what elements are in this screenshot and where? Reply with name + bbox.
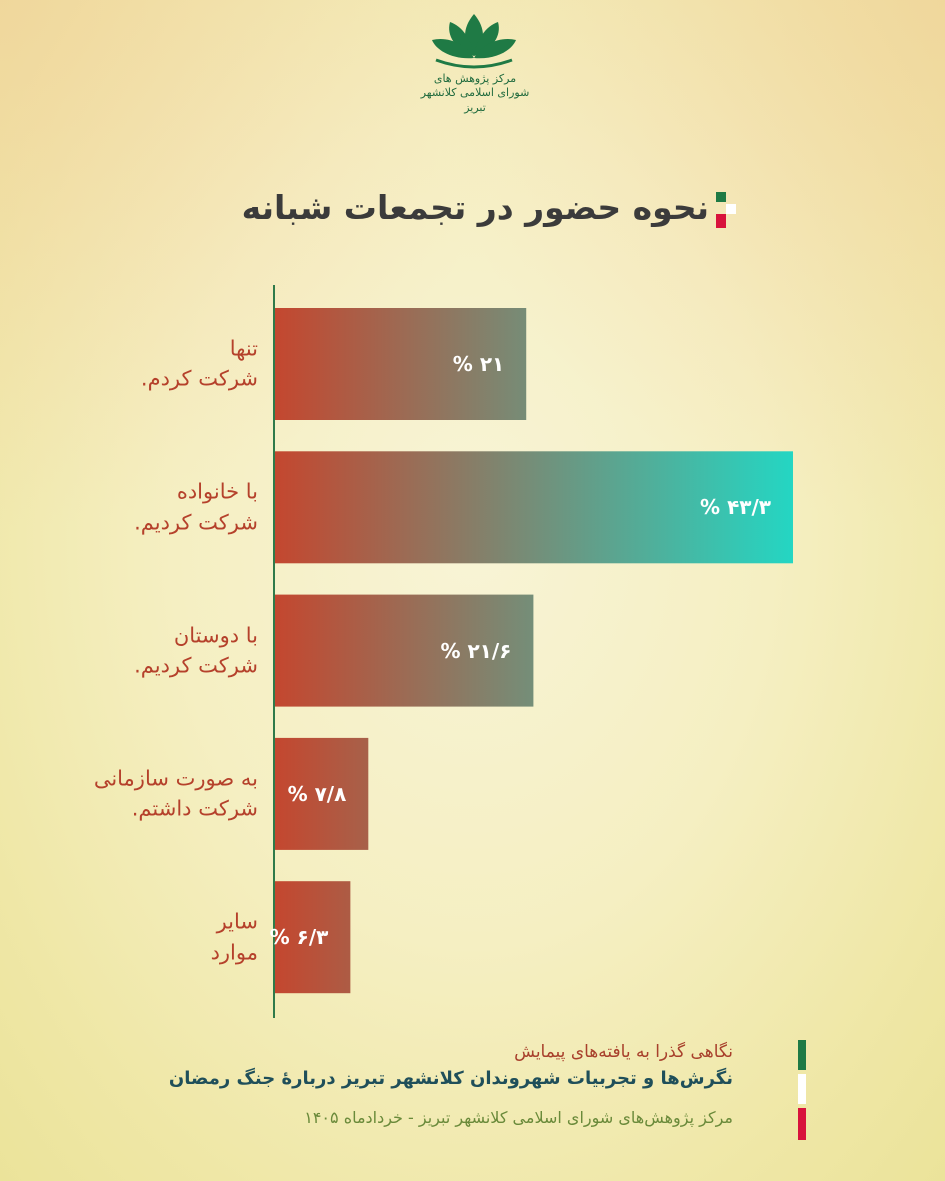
value-label: ۶/۳ % [269,925,329,950]
bar [275,737,369,850]
title-icon [716,192,736,228]
value-label: ۴۳/۳ % [700,495,771,520]
logo-mark [432,14,516,69]
category-label: سایر موارد [210,909,258,965]
bar [275,308,527,420]
footer-survey: نگرش‌ها و تجربیات شهروندان کلانشهر تبریز… [168,1068,733,1089]
value-label: ۲۱ % [452,352,505,376]
value-label: ۲۱/۶ % [440,638,512,663]
footer-flag [798,1040,806,1140]
chart-title: نحوه حضور در تجمعات شبانه [241,188,709,227]
footer-subtitle: نگاهی گذرا به یافته‌های پیمایش [514,1042,733,1062]
value-label: ۷/۸ % [287,781,347,806]
bar [275,881,351,994]
bar [275,594,534,707]
logo-text: مرکز پژوهش های شورای اسلامی کلانشهر تبری… [420,72,530,114]
category-label: به صورت سازمانی شرکت داشتم. [93,766,258,821]
category-label: تنها شرکت کردم. [140,336,258,391]
footer-source: مرکز پژوهش‌های شورای اسلامی کلانشهر تبری… [304,1108,733,1127]
category-label: با دوستان شرکت کردیم. [134,623,258,678]
bar [275,451,793,564]
category-label: با خانواده شرکت کردیم. [134,479,258,535]
